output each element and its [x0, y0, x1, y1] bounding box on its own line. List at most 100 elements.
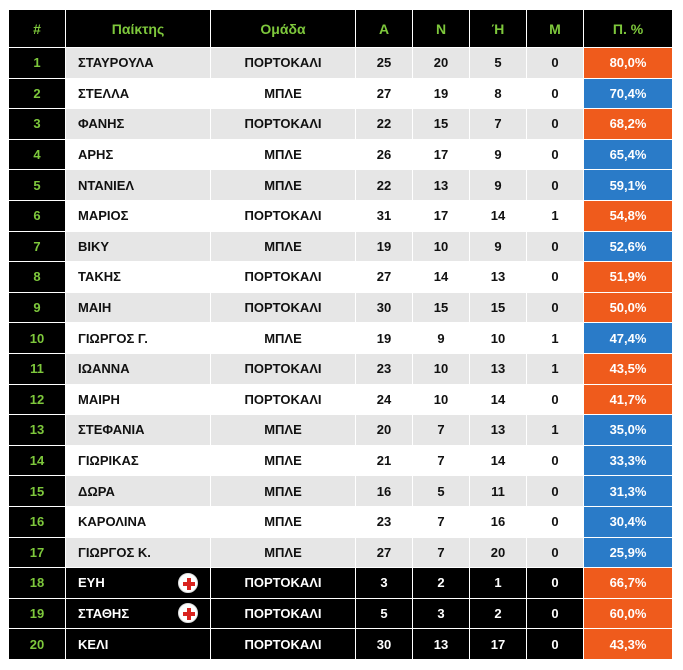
- games-cell: 23: [355, 505, 413, 538]
- losses-cell: 2: [469, 597, 527, 630]
- table-row: 5 ΝΤΑΝΙΕΛ ΜΠΛΕ 22 13 9 0 59,1%: [8, 169, 673, 201]
- player-name-cell: ΜΑΙΗ: [65, 291, 211, 324]
- wins-cell: 15: [412, 108, 470, 140]
- wins-cell: 17: [412, 138, 470, 171]
- table-row: 20 ΚΕΛΙ ΠΟΡΤΟΚΑΛΙ 30 13 17 0 43,3%: [8, 628, 673, 660]
- rank-cell: 20: [8, 628, 66, 660]
- losses-cell: 14: [469, 383, 527, 416]
- games-cell: 19: [355, 322, 413, 354]
- win-percent-cell: 70,4%: [583, 77, 673, 110]
- wins-cell: 13: [412, 169, 470, 201]
- rank-cell: 2: [8, 77, 66, 110]
- standings-table: # Παίκτης Ομάδα Α Ν Ή Μ Π. % 1 ΣΤΑΥΡΟΥΛΑ Π…: [8, 9, 673, 660]
- player-name: ΣΤΑΥΡΟΥΛΑ: [78, 55, 154, 71]
- m-cell: 0: [526, 108, 584, 140]
- m-cell: 0: [526, 138, 584, 171]
- player-name: ΤΑΚΗΣ: [78, 269, 121, 285]
- m-cell: 0: [526, 261, 584, 293]
- wins-cell: 14: [412, 261, 470, 293]
- team-cell: ΠΟΡΤΟΚΑΛΙ: [210, 261, 356, 293]
- team-cell: ΠΟΡΤΟΚΑΛΙ: [210, 199, 356, 232]
- losses-cell: 8: [469, 77, 527, 110]
- m-cell: 1: [526, 199, 584, 232]
- m-cell: 1: [526, 414, 584, 446]
- wins-cell: 10: [412, 230, 470, 263]
- table-row: 4 ΑΡΗΣ ΜΠΛΕ 26 17 9 0 65,4%: [8, 138, 673, 171]
- rank-cell: 17: [8, 536, 66, 569]
- rank-cell: 18: [8, 567, 66, 599]
- games-cell: 19: [355, 230, 413, 263]
- losses-cell: 9: [469, 169, 527, 201]
- wins-cell: 13: [412, 628, 470, 660]
- player-name: ΔΩΡΑ: [78, 483, 115, 499]
- table-row: 17 ΓΙΩΡΓΟΣ Κ. ΜΠΛΕ 27 7 20 0 25,9%: [8, 536, 673, 569]
- m-cell: 0: [526, 505, 584, 538]
- player-name-cell: ΓΙΩΡΙΚΑΣ: [65, 444, 211, 477]
- header-losses: Ή: [469, 9, 527, 48]
- player-name: ΓΙΩΡΓΟΣ Κ.: [78, 544, 151, 560]
- win-percent-cell: 66,7%: [583, 567, 673, 599]
- win-percent-cell: 50,0%: [583, 291, 673, 324]
- table-row: 2 ΣΤΕΛΛΑ ΜΠΛΕ 27 19 8 0 70,4%: [8, 77, 673, 110]
- table-header-row: # Παίκτης Ομάδα Α Ν Ή Μ Π. %: [8, 9, 673, 48]
- player-name-cell: ΣΤΕΦΑΝΙΑ: [65, 414, 211, 446]
- rank-cell: 6: [8, 199, 66, 232]
- player-name: ΣΤΕΦΑΝΙΑ: [78, 422, 145, 438]
- player-name-cell: ΚΕΛΙ: [65, 628, 211, 660]
- wins-cell: 3: [412, 597, 470, 630]
- header-player: Παίκτης: [65, 9, 211, 48]
- m-cell: 0: [526, 47, 584, 79]
- header-team: Ομάδα: [210, 9, 356, 48]
- rank-cell: 8: [8, 261, 66, 293]
- player-name-cell: ΣΤΕΛΛΑ: [65, 77, 211, 110]
- team-cell: ΜΠΛΕ: [210, 169, 356, 201]
- losses-cell: 11: [469, 475, 527, 507]
- team-cell: ΜΠΛΕ: [210, 536, 356, 569]
- rank-cell: 5: [8, 169, 66, 201]
- win-percent-cell: 60,0%: [583, 597, 673, 630]
- games-cell: 24: [355, 383, 413, 416]
- wins-cell: 7: [412, 505, 470, 538]
- rank-cell: 16: [8, 505, 66, 538]
- rank-cell: 15: [8, 475, 66, 507]
- header-win-percent: Π. %: [583, 9, 673, 48]
- losses-cell: 14: [469, 199, 527, 232]
- player-name: ΦΑΝΗΣ: [78, 116, 125, 132]
- table-row: 1 ΣΤΑΥΡΟΥΛΑ ΠΟΡΤΟΚΑΛΙ 25 20 5 0 80,0%: [8, 47, 673, 79]
- player-name: ΑΡΗΣ: [78, 147, 114, 163]
- wins-cell: 5: [412, 475, 470, 507]
- player-name-cell: ΔΩΡΑ: [65, 475, 211, 507]
- losses-cell: 5: [469, 47, 527, 79]
- table-row: 13 ΣΤΕΦΑΝΙΑ ΜΠΛΕ 20 7 13 1 35,0%: [8, 414, 673, 446]
- player-name-cell: ΓΙΩΡΓΟΣ Κ.: [65, 536, 211, 569]
- table-row: 9 ΜΑΙΗ ΠΟΡΤΟΚΑΛΙ 30 15 15 0 50,0%: [8, 291, 673, 324]
- wins-cell: 2: [412, 567, 470, 599]
- m-cell: 0: [526, 169, 584, 201]
- losses-cell: 13: [469, 414, 527, 446]
- games-cell: 27: [355, 77, 413, 110]
- player-name-cell: ΙΩΑΝΝΑ: [65, 352, 211, 385]
- player-name: ΣΤΕΛΛΑ: [78, 85, 130, 101]
- win-percent-cell: 52,6%: [583, 230, 673, 263]
- m-cell: 1: [526, 352, 584, 385]
- games-cell: 22: [355, 108, 413, 140]
- team-cell: ΠΟΡΤΟΚΑΛΙ: [210, 108, 356, 140]
- table-row: 6 ΜΑΡΙΟΣ ΠΟΡΤΟΚΑΛΙ 31 17 14 1 54,8%: [8, 199, 673, 232]
- games-cell: 30: [355, 291, 413, 324]
- player-name: ΣΤΑΘΗΣ: [78, 605, 130, 621]
- player-name-cell: ΚΑΡΟΛΙΝΑ: [65, 505, 211, 538]
- player-name: ΝΤΑΝΙΕΛ: [78, 177, 135, 193]
- win-percent-cell: 30,4%: [583, 505, 673, 538]
- table-row: 8 ΤΑΚΗΣ ΠΟΡΤΟΚΑΛΙ 27 14 13 0 51,9%: [8, 261, 673, 293]
- player-name-cell: ΓΙΩΡΓΟΣ Γ.: [65, 322, 211, 354]
- player-name: ΜΑΙΡΗ: [78, 391, 120, 407]
- wins-cell: 15: [412, 291, 470, 324]
- player-name: ΚΑΡΟΛΙΝΑ: [78, 514, 147, 530]
- games-cell: 26: [355, 138, 413, 171]
- wins-cell: 20: [412, 47, 470, 79]
- rank-cell: 3: [8, 108, 66, 140]
- player-name: ΜΑΙΗ: [78, 300, 112, 316]
- player-name-cell: ΒΙΚΥ: [65, 230, 211, 263]
- player-name-cell: ΜΑΡΙΟΣ: [65, 199, 211, 232]
- games-cell: 22: [355, 169, 413, 201]
